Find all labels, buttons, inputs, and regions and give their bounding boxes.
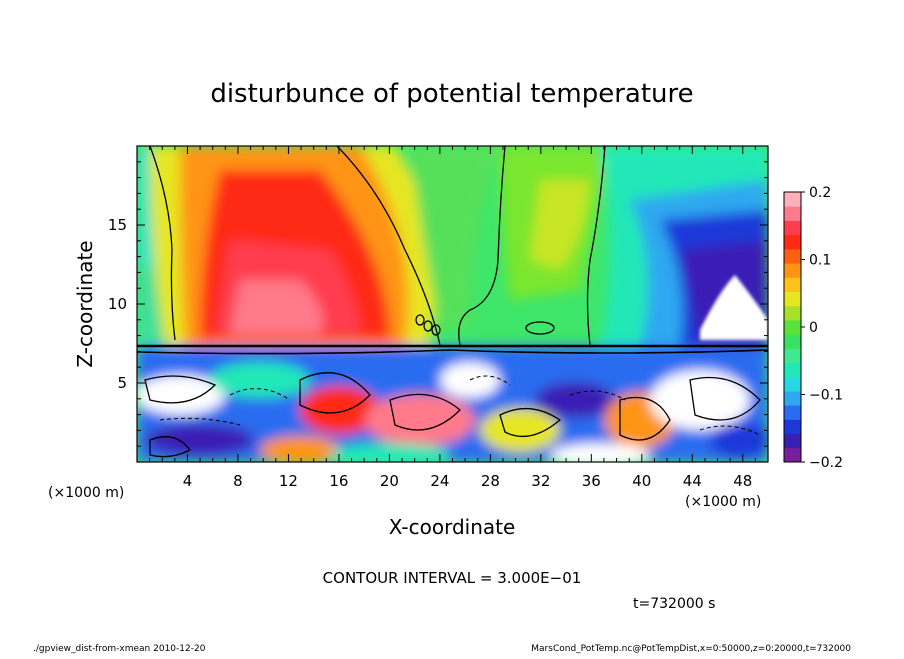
y-axis-label: Z-coordinate bbox=[73, 240, 97, 367]
x-axis: 4 8 12 16 20 24 28 32 36 40 44 48 bbox=[149, 146, 756, 490]
colorbar-segment bbox=[784, 305, 801, 321]
colorbar-segment bbox=[784, 291, 801, 307]
colorbar-segment bbox=[784, 192, 801, 207]
colorbar-segment bbox=[784, 447, 801, 463]
colorbar-segment bbox=[784, 419, 801, 435]
colorbar-tick-label: 0.1 bbox=[809, 253, 831, 269]
x-axis-label: X-coordinate bbox=[389, 515, 516, 539]
x-tick-label: 36 bbox=[582, 472, 601, 490]
time-label: t=732000 s bbox=[633, 596, 715, 612]
colorbar-segment bbox=[784, 334, 801, 349]
footer-right: MarsCond_PotTemp.nc@PotTempDist,x=0:5000… bbox=[531, 644, 851, 654]
x-tick-label: 40 bbox=[632, 472, 651, 490]
colorbar-segment bbox=[784, 362, 801, 378]
colorbar-tick-label: 0 bbox=[809, 320, 818, 336]
colorbar-segment bbox=[784, 319, 801, 335]
y-tick-label: 15 bbox=[108, 216, 127, 234]
x-tick-label: 48 bbox=[733, 472, 752, 490]
x-tick-label: 12 bbox=[279, 472, 298, 490]
colorbar-segment bbox=[784, 220, 801, 236]
colorbar-segment bbox=[784, 433, 801, 449]
colorbar-tick-label: −0.1 bbox=[809, 388, 843, 404]
x-tick-label: 4 bbox=[183, 472, 193, 490]
x-unit-right: (×1000 m) bbox=[685, 494, 761, 510]
colorbar-segment bbox=[784, 348, 801, 364]
x-tick-label: 16 bbox=[329, 472, 348, 490]
y-tick-label: 5 bbox=[117, 374, 127, 392]
x-tick-label: 32 bbox=[531, 472, 550, 490]
colorbar-segment bbox=[784, 248, 801, 264]
colorbar-segment bbox=[784, 234, 801, 250]
x-tick-label: 28 bbox=[481, 472, 500, 490]
heatmap-field bbox=[137, 146, 768, 462]
x-tick-label: 8 bbox=[233, 472, 243, 490]
x-tick-label: 20 bbox=[380, 472, 399, 490]
colorbar-segment bbox=[784, 390, 801, 406]
x-unit-left: (×1000 m) bbox=[48, 485, 124, 501]
footer-left: ./gpview_dist-from-xmean 2010-12-20 bbox=[33, 644, 206, 654]
x-tick-label: 24 bbox=[430, 472, 449, 490]
contour-interval-label: CONTOUR INTERVAL = 3.000E−01 bbox=[323, 569, 582, 587]
colorbar-segment bbox=[784, 206, 801, 221]
colorbar-segment bbox=[784, 277, 801, 292]
colorbar-segment bbox=[784, 263, 801, 278]
chart-title: disturbunce of potential temperature bbox=[210, 79, 693, 109]
colorbar-tick-label: −0.2 bbox=[809, 455, 843, 471]
x-tick-label: 44 bbox=[683, 472, 702, 490]
y-axis: 5 10 15 bbox=[108, 161, 768, 447]
colorbar: 0.2 0.1 0 −0.1 −0.2 bbox=[783, 185, 843, 471]
colorbar-segment bbox=[784, 376, 801, 392]
y-tick-label: 10 bbox=[108, 295, 127, 313]
colorbar-segment bbox=[784, 405, 801, 420]
colorbar-tick-label: 0.2 bbox=[809, 185, 831, 201]
